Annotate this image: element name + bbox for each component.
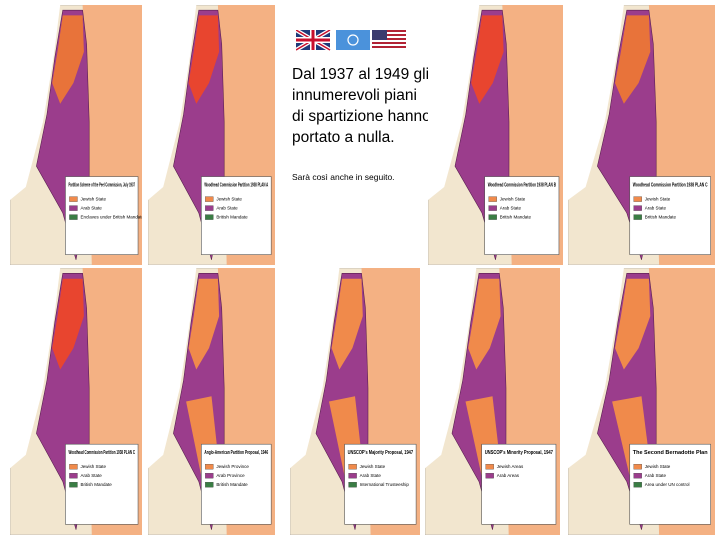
map-title: UNSCOP's Majority Proposal, 1947 xyxy=(348,450,414,456)
jewish-area xyxy=(615,278,651,370)
legend-swatch xyxy=(485,473,494,479)
legend-box xyxy=(629,176,711,255)
legend-label: Jewish State xyxy=(645,197,671,202)
legend-label: British Mandate xyxy=(216,215,248,220)
legend-swatch xyxy=(205,205,214,211)
legend-label: Jewish Province xyxy=(216,464,249,469)
subheading: Sarà così anche in seguito. xyxy=(292,172,395,182)
legend-label: Jewish State xyxy=(645,464,671,469)
jewish-area xyxy=(615,15,651,104)
map: The Second Bernadotte Plan Jewish State Ar… xyxy=(568,268,715,535)
legend-label: British Mandate xyxy=(216,482,248,487)
legend-swatch xyxy=(348,473,357,479)
legend-label: Arab State xyxy=(360,473,382,478)
legend-label: Jewish State xyxy=(80,197,106,202)
legend-swatch xyxy=(205,482,214,488)
map: Woodhead Commission Partition 1938 PLAN … xyxy=(568,5,715,265)
legend-swatch xyxy=(633,482,642,488)
sea xyxy=(568,268,624,469)
sea xyxy=(10,5,61,200)
legend-swatch xyxy=(633,464,642,470)
legend-label: British Mandate xyxy=(645,215,677,220)
map: Woodhead Commission Partition 1938 PLAN … xyxy=(148,5,275,265)
sea xyxy=(425,268,477,469)
legend-label: Arab State xyxy=(216,206,238,211)
map-title: Woodhead Commission Partition 1938 PLAN … xyxy=(68,450,135,456)
heading: Dal 1937 al 1949 gli innumerevoli piani … xyxy=(292,66,431,146)
legend-label: Enclaves under British Mandate xyxy=(80,215,142,220)
map: UNSCOP's Minority Proposal, 1947 Jewish A… xyxy=(425,268,560,535)
jewish-area xyxy=(331,278,363,370)
legend-swatch xyxy=(69,473,78,479)
legend-swatch xyxy=(633,205,642,211)
map: Woodhead Commission Partition 1938 PLAN … xyxy=(428,5,563,265)
legend-swatch xyxy=(69,196,78,202)
legend-label: British Mandate xyxy=(500,215,532,220)
legend-label: British Mandate xyxy=(80,482,112,487)
flags xyxy=(296,30,406,52)
legend-box xyxy=(629,443,711,525)
legend-swatch xyxy=(69,205,78,211)
legend-swatch xyxy=(633,214,642,220)
legend-label: Area under UN control xyxy=(645,482,690,487)
map: UNSCOP's Majority Proposal, 1947 Jewish S… xyxy=(290,268,420,535)
legend-swatch xyxy=(348,464,357,470)
legend-swatch xyxy=(488,205,497,211)
legend-swatch xyxy=(488,196,497,202)
legend-swatch xyxy=(69,214,78,220)
legend-box xyxy=(481,443,557,525)
legend-label: Arab State xyxy=(645,206,667,211)
legend-swatch xyxy=(69,464,78,470)
jewish-area xyxy=(188,278,220,370)
legend-label: Arab State xyxy=(80,473,102,478)
map-title: UNSCOP's Minority Proposal, 1947 xyxy=(485,450,553,456)
legend-label: Jewish Areas xyxy=(497,464,524,469)
legend-label: Arab Areas xyxy=(497,473,520,478)
sea xyxy=(428,5,480,200)
legend-swatch xyxy=(205,196,214,202)
jewish-area xyxy=(52,15,84,104)
legend-label: Jewish State xyxy=(500,197,526,202)
legend-swatch xyxy=(69,482,78,488)
legend-swatch xyxy=(348,482,357,488)
sea xyxy=(568,5,624,200)
legend-swatch xyxy=(633,473,642,479)
legend-swatch xyxy=(485,464,494,470)
map: Partition Scheme of the Peel Commission,… xyxy=(10,5,142,265)
legend-label: Arab State xyxy=(500,206,522,211)
legend-box xyxy=(484,176,560,255)
legend-label: Jewish State xyxy=(360,464,386,469)
legend-label: Jewish State xyxy=(216,197,242,202)
legend-label: Jewish State xyxy=(80,464,106,469)
legend-swatch xyxy=(633,196,642,202)
legend-swatch xyxy=(205,473,214,479)
map-title: Woodhead Commission Partition 1938 PLAN … xyxy=(488,183,556,189)
sea xyxy=(10,268,61,469)
map-title: Woodhead Commission Partition 1938 PLAN … xyxy=(633,183,708,189)
sea xyxy=(148,268,197,469)
legend-swatch xyxy=(205,464,214,470)
legend-swatch xyxy=(205,214,214,220)
map-title: Partition Scheme of the Peel Commission,… xyxy=(68,183,135,189)
jewish-area xyxy=(188,15,220,104)
map-title: Anglo-American Partition Proposal, 1946 xyxy=(204,450,268,456)
legend-label: Arab State xyxy=(645,473,667,478)
jewish-area xyxy=(468,278,501,370)
legend-label: Arab State xyxy=(80,206,102,211)
sea xyxy=(148,5,197,200)
map-title: Woodhead Commission Partition 1938 PLAN … xyxy=(204,183,268,189)
legend-swatch xyxy=(488,214,497,220)
jewish-area xyxy=(52,278,84,370)
map: Woodhead Commission Partition 1938 PLAN … xyxy=(10,268,142,535)
map-title: The Second Bernadotte Plan xyxy=(633,450,708,456)
legend-label: Arab Province xyxy=(216,473,245,478)
legend-label: International Trusteeship xyxy=(360,482,410,487)
jewish-area xyxy=(471,15,504,104)
sea xyxy=(290,268,340,469)
map: Anglo-American Partition Proposal, 1946 J… xyxy=(148,268,275,535)
